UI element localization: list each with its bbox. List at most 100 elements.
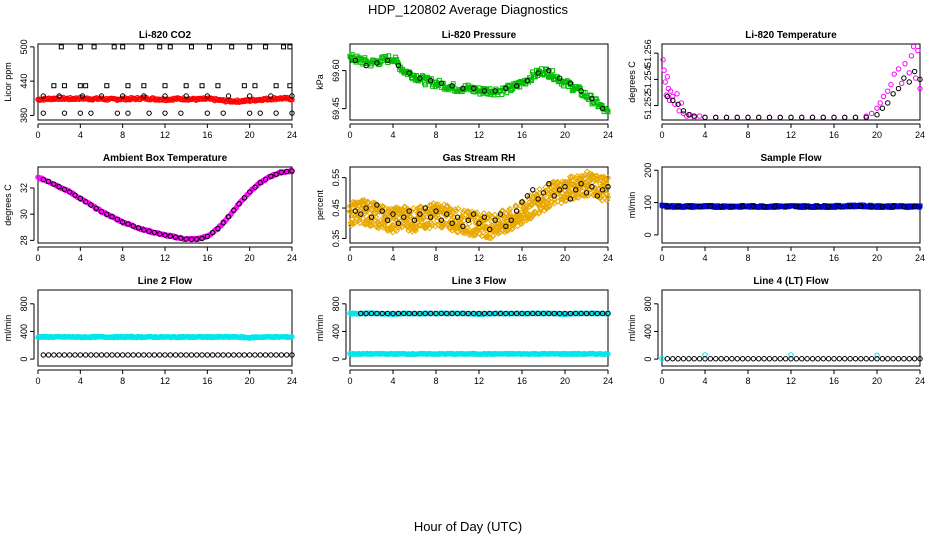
x-tick-label: 8 xyxy=(745,130,750,140)
data-point xyxy=(356,219,364,227)
x-tick-label: 12 xyxy=(160,376,170,386)
data-point xyxy=(508,217,514,223)
data-point xyxy=(664,356,671,362)
data-point xyxy=(589,184,595,190)
data-point xyxy=(426,224,433,232)
data-point xyxy=(183,93,189,99)
data-point xyxy=(524,310,531,317)
data-point xyxy=(119,93,126,99)
data-point xyxy=(895,85,902,92)
y-axis-label: ml/min xyxy=(3,315,13,342)
data-point xyxy=(888,81,894,88)
data-point xyxy=(578,310,584,317)
series-average xyxy=(352,57,606,112)
data-point xyxy=(588,93,594,99)
y-tick-label: 51.254 xyxy=(643,66,653,94)
data-point xyxy=(374,202,380,208)
data-point xyxy=(915,47,921,54)
data-point xyxy=(246,189,253,195)
series-raw xyxy=(347,52,611,115)
data-point xyxy=(358,211,364,217)
data-point xyxy=(40,93,46,99)
data-point xyxy=(568,173,576,181)
data-point xyxy=(745,114,751,121)
data-point xyxy=(470,310,477,317)
data-point xyxy=(386,216,393,224)
x-tick-label: 16 xyxy=(202,253,212,263)
data-point xyxy=(204,233,211,240)
x-tick-label: 16 xyxy=(517,253,527,263)
y-tick-label: 28 xyxy=(19,235,29,245)
panel-1: Li-820 CO2 Licor ppm 0 4 8 12 16 20 24 380 440 500 xyxy=(3,30,297,140)
data-point xyxy=(114,110,121,116)
data-point xyxy=(348,216,356,223)
y-tick-label: 400 xyxy=(19,324,29,339)
figure-xlabel: Hour of Day (UTC) xyxy=(414,519,522,534)
data-point xyxy=(660,57,666,63)
data-point xyxy=(745,356,751,362)
x-tick-label: 0 xyxy=(35,376,40,386)
data-point xyxy=(287,44,293,50)
data-point xyxy=(114,216,121,223)
y-tick-label: 0 xyxy=(643,357,653,362)
data-point xyxy=(383,217,391,224)
data-point xyxy=(40,352,46,358)
data-point xyxy=(564,189,571,197)
x-tick-label: 0 xyxy=(35,253,40,263)
data-point xyxy=(385,226,393,233)
data-point xyxy=(104,352,110,358)
data-point xyxy=(58,44,64,50)
data-point xyxy=(670,356,676,362)
y-tick-label: 69.45 xyxy=(331,97,341,120)
data-point xyxy=(524,78,531,84)
y-tick-label: 380 xyxy=(19,108,29,123)
data-point xyxy=(51,181,57,187)
data-point xyxy=(691,113,697,119)
data-point xyxy=(825,203,832,210)
data-point xyxy=(141,227,147,233)
data-point xyxy=(51,352,57,358)
data-point xyxy=(83,83,89,89)
panel-title: Ambient Box Temperature xyxy=(103,153,228,164)
x-tick-label: 4 xyxy=(390,376,395,386)
data-point xyxy=(877,100,883,106)
data-point xyxy=(287,83,293,89)
data-point xyxy=(761,203,767,210)
data-point xyxy=(135,352,142,358)
data-point xyxy=(686,356,692,362)
data-point xyxy=(209,229,216,236)
plot-frame xyxy=(349,43,609,121)
data-point xyxy=(559,190,566,197)
data-point xyxy=(913,75,919,81)
data-point xyxy=(167,352,173,358)
data-point xyxy=(363,310,369,317)
data-point xyxy=(551,310,557,317)
data-point xyxy=(487,226,493,233)
data-point xyxy=(868,110,875,117)
x-tick-label: 24 xyxy=(603,130,613,140)
data-point xyxy=(199,352,205,358)
plot-frame xyxy=(661,43,921,121)
data-point xyxy=(268,352,274,358)
data-point xyxy=(663,92,669,98)
data-point xyxy=(406,70,412,76)
plot-frame xyxy=(661,289,921,367)
data-point xyxy=(77,110,84,116)
panel-title: Line 2 Flow xyxy=(138,276,193,287)
data-point xyxy=(503,310,509,317)
data-point xyxy=(241,195,248,201)
data-point xyxy=(513,208,520,214)
data-point xyxy=(530,187,536,193)
data-point xyxy=(93,205,99,211)
data-point xyxy=(664,74,671,80)
data-point xyxy=(847,356,853,362)
data-point xyxy=(61,186,68,192)
data-point xyxy=(394,57,400,63)
data-point xyxy=(820,356,826,362)
data-point xyxy=(204,110,211,116)
x-tick-label: 0 xyxy=(347,376,352,386)
y-tick-label: 0.45 xyxy=(331,199,341,217)
data-point xyxy=(545,196,552,204)
data-point xyxy=(183,236,189,242)
data-point xyxy=(422,82,428,88)
